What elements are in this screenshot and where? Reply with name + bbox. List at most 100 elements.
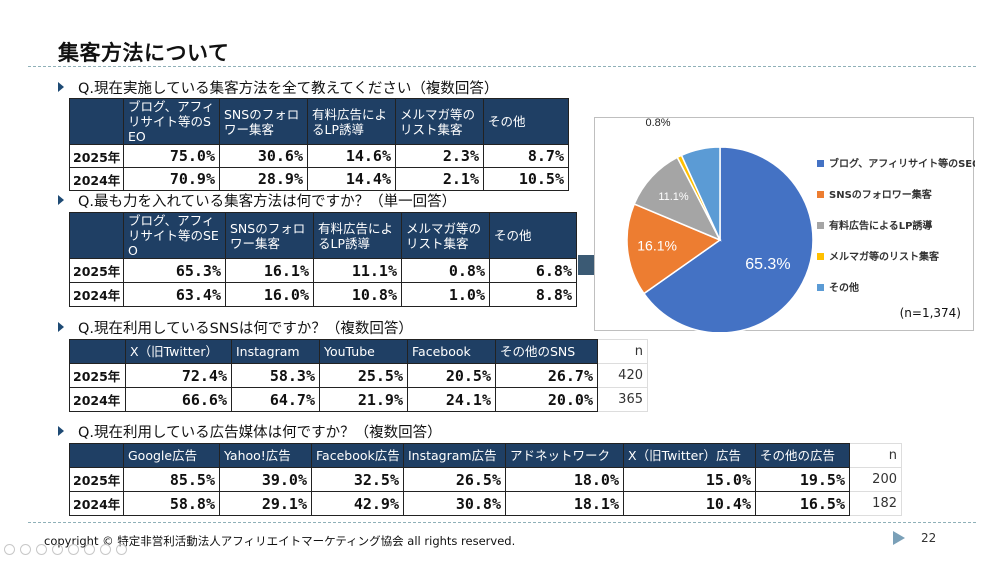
- year-cell: 2024年: [69, 387, 126, 412]
- n-header: n: [597, 339, 648, 364]
- table-q3: X（旧Twitter） Instagram YouTube Facebook そ…: [69, 339, 648, 412]
- value-cell: 32.5%: [311, 467, 404, 492]
- header-cell: Facebook広告: [311, 443, 404, 468]
- value-cell: 65.3%: [123, 258, 226, 283]
- more-control-icon[interactable]: [116, 544, 127, 555]
- camera-control-icon[interactable]: [100, 544, 111, 555]
- value-cell: 30.6%: [219, 144, 308, 168]
- pie-data-label: 11.1%: [658, 191, 689, 203]
- header-cell: その他の広告: [755, 443, 850, 468]
- value-cell: 15.0%: [623, 467, 756, 492]
- value-cell: 18.0%: [505, 467, 624, 492]
- pie-data-label: 65.3%: [745, 256, 790, 273]
- legend-label: 有料広告によるLP誘導: [829, 219, 932, 232]
- table-q2: ブログ、アフィリサイト等のSEO SNSのフォロワー集客 有料広告によるLP誘導…: [69, 212, 577, 307]
- header-cell: 有料広告によるLP誘導: [307, 98, 396, 145]
- legend-swatch: [817, 191, 824, 198]
- n-header: n: [849, 443, 902, 468]
- header-cell: ブログ、アフィリサイト等のSEO: [123, 98, 220, 145]
- header-cell: X（旧Twitter）: [125, 339, 232, 364]
- pie-data-label: 16.1%: [637, 238, 677, 254]
- bullet-icon: [58, 195, 64, 205]
- copyright-text: copyright © 特定非営利活動法人アフィリエイトマーケティング協会 al…: [44, 534, 516, 548]
- legend-label: SNSのフォロワー集客: [829, 188, 933, 201]
- value-cell: 70.9%: [123, 167, 220, 191]
- value-cell: 42.9%: [311, 491, 404, 516]
- question-4-text: Q.現在利用している広告媒体は何ですか？（複数回答）: [78, 425, 442, 441]
- header-cell: Google広告: [123, 443, 220, 468]
- legend-label: その他: [829, 281, 859, 294]
- year-cell: 2025年: [69, 144, 124, 168]
- value-cell: 20.0%: [495, 387, 598, 412]
- table-header-row: ブログ、アフィリサイト等のSEO SNSのフォロワー集客 有料広告によるLP誘導…: [69, 98, 569, 145]
- slide-controls: [4, 544, 127, 555]
- value-cell: 63.4%: [123, 282, 226, 307]
- header-cell: Yahoo!広告: [219, 443, 312, 468]
- table-row: 2024年 63.4% 16.0% 10.8% 1.0% 8.8%: [69, 282, 577, 307]
- table-header-row: Google広告 Yahoo!広告 Facebook広告 Instagram広告…: [69, 443, 902, 468]
- value-cell: 16.1%: [225, 258, 314, 283]
- value-cell: 8.8%: [489, 282, 577, 307]
- header-cell: SNSのフォロワー集客: [219, 98, 308, 145]
- value-cell: 2.3%: [395, 144, 484, 168]
- value-cell: 30.8%: [403, 491, 506, 516]
- value-cell: 24.1%: [407, 387, 496, 412]
- bullet-icon: [58, 322, 64, 332]
- value-cell: 72.4%: [125, 363, 232, 388]
- value-cell: 8.7%: [483, 144, 569, 168]
- question-3-text: Q.現在利用しているSNSは何ですか？（複数回答）: [78, 321, 413, 337]
- value-cell: 19.5%: [755, 467, 850, 492]
- next-control-icon[interactable]: [20, 544, 31, 555]
- header-cell: SNSのフォロワー集客: [225, 212, 314, 259]
- question-1: Q.現在実施している集客方法を全て教えてください（複数回答）: [58, 77, 498, 98]
- value-cell: 39.0%: [219, 467, 312, 492]
- n-cell: 182: [849, 491, 902, 516]
- pie-data-label: 0.8%: [645, 118, 670, 129]
- question-3: Q.現在利用しているSNSは何ですか？（複数回答）: [58, 317, 413, 338]
- header-cell: アドネットワーク: [505, 443, 624, 468]
- zoom-control-icon[interactable]: [68, 544, 79, 555]
- n-cell: 365: [597, 387, 648, 412]
- header-cell: 有料広告によるLP誘導: [313, 212, 402, 259]
- table-header-row: ブログ、アフィリサイト等のSEO SNSのフォロワー集客 有料広告によるLP誘導…: [69, 212, 577, 259]
- value-cell: 2.1%: [395, 167, 484, 191]
- year-cell: 2025年: [69, 363, 126, 388]
- value-cell: 64.7%: [231, 387, 320, 412]
- legend-swatch: [817, 160, 824, 167]
- pen-control-icon[interactable]: [36, 544, 47, 555]
- prev-control-icon[interactable]: [4, 544, 15, 555]
- header-cell: X（旧Twitter）広告: [623, 443, 756, 468]
- pie-chart: 65.3% 16.1% 11.1% 0.8% ブログ、アフィリサイト等のSEO SNSのフ…: [594, 117, 981, 334]
- year-cell: 2025年: [69, 258, 124, 283]
- table-row: 2024年 58.8% 29.1% 42.9% 30.8% 18.1% 10.4…: [69, 491, 902, 516]
- header-cell: メルマガ等のリスト集客: [395, 98, 484, 145]
- header-cell: YouTube: [319, 339, 408, 364]
- play-icon[interactable]: [893, 531, 905, 545]
- pie-slice: [642, 146, 814, 334]
- question-2: Q.最も力を入れている集客方法は何ですか？（単一回答）: [58, 190, 456, 211]
- value-cell: 85.5%: [123, 467, 220, 492]
- value-cell: 16.0%: [225, 282, 314, 307]
- pie-slice: [626, 203, 722, 295]
- header-cell: Facebook: [407, 339, 496, 364]
- subtitles-control-icon[interactable]: [84, 544, 95, 555]
- slides-control-icon[interactable]: [52, 544, 63, 555]
- question-1-text: Q.現在実施している集客方法を全て教えてください（複数回答）: [78, 81, 499, 97]
- legend-label: ブログ、アフィリサイト等のSEO: [829, 157, 975, 170]
- bullet-icon: [58, 82, 64, 92]
- header-blank: [69, 339, 126, 364]
- value-cell: 58.3%: [231, 363, 320, 388]
- value-cell: 26.5%: [403, 467, 506, 492]
- value-cell: 58.8%: [123, 491, 220, 516]
- year-cell: 2024年: [69, 167, 124, 191]
- n-cell: 420: [597, 363, 648, 388]
- value-cell: 10.5%: [483, 167, 569, 191]
- table-row: 2024年 70.9% 28.9% 14.4% 2.1% 10.5%: [69, 167, 569, 191]
- question-4: Q.現在利用している広告媒体は何ですか？（複数回答）: [58, 421, 442, 442]
- table-row: 2024年 66.6% 64.7% 21.9% 24.1% 20.0% 365: [69, 387, 648, 412]
- legend-swatch: [817, 253, 824, 260]
- table-q4: Google広告 Yahoo!広告 Facebook広告 Instagram広告…: [69, 443, 902, 516]
- year-cell: 2024年: [69, 491, 124, 516]
- bullet-icon: [58, 426, 64, 436]
- value-cell: 29.1%: [219, 491, 312, 516]
